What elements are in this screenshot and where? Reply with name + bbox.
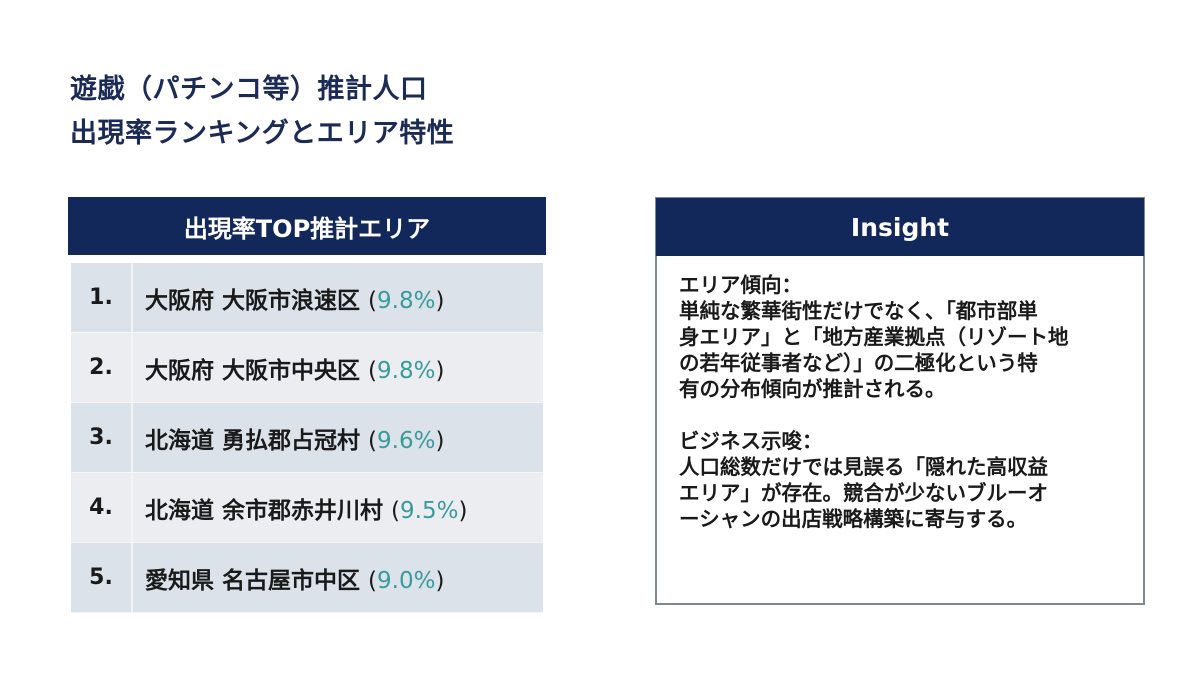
section-line: の若年従事者など）」の二極化という特 [679, 351, 1038, 375]
section-line: 単純な繁華街性だけでなく、「都市部単 [679, 299, 1038, 323]
area-name: 北海道 勇払郡占冠村 [145, 427, 361, 454]
rate-value: 9.8% [377, 287, 436, 314]
rank-entry: 愛知県 名古屋市中区 (9.0%) [145, 567, 445, 594]
insight-section-business: ビジネス示唆： 人口総数だけでは見誤る「隠れた高収益 エリア」が存在。競合が少な… [679, 428, 1129, 532]
section-line: エリア」が存在。競合が少ないブルーオ [679, 481, 1048, 505]
rank-number: 1. [71, 263, 133, 332]
insight-section-area-trend: エリア傾向： 単純な繁華街性だけでなく、「都市部単 身エリア」と「地方産業拠点（… [679, 272, 1129, 402]
rate-value: 9.5% [400, 497, 459, 524]
rank-number: 5. [71, 543, 133, 612]
ranking-row: 4. 北海道 余市郡赤井川村 (9.5%) [71, 473, 543, 543]
rank-entry: 大阪府 大阪市浪速区 (9.8%) [145, 287, 445, 314]
area-name: 愛知県 名古屋市中区 [145, 567, 361, 594]
ranking-row: 3. 北海道 勇払郡占冠村 (9.6%) [71, 403, 543, 473]
insight-panel: Insight エリア傾向： 単純な繁華街性だけでなく、「都市部単 身エリア」と… [655, 197, 1145, 605]
ranking-list: 1. 大阪府 大阪市浪速区 (9.8%) 2. 大阪府 大阪市中央区 (9.8%… [71, 263, 543, 613]
section-heading: ビジネス示唆： [679, 429, 823, 453]
area-name: 大阪府 大阪市浪速区 [145, 287, 361, 314]
section-line: 人口総数だけでは見誤る「隠れた高収益 [679, 455, 1048, 479]
rank-entry: 北海道 勇払郡占冠村 (9.6%) [145, 427, 445, 454]
insight-body: エリア傾向： 単純な繁華街性だけでなく、「都市部単 身エリア」と「地方産業拠点（… [655, 256, 1145, 605]
area-name: 北海道 余市郡赤井川村 [145, 497, 384, 524]
page-title: 遊戯（パチンコ等）推計人口 出現率ランキングとエリア特性 [70, 68, 454, 156]
ranking-row: 1. 大阪府 大阪市浪速区 (9.8%) [71, 263, 543, 333]
area-name: 大阪府 大阪市中央区 [145, 357, 361, 384]
rank-entry: 北海道 余市郡赤井川村 (9.5%) [145, 497, 468, 524]
rank-number: 4. [71, 473, 133, 542]
page-title-line-1: 遊戯（パチンコ等）推計人口 [70, 74, 428, 105]
rank-number: 2. [71, 333, 133, 402]
page-title-line-2: 出現率ランキングとエリア特性 [70, 118, 455, 149]
section-line: 有の分布傾向が推計される。 [679, 377, 946, 401]
section-line: 身エリア」と「地方産業拠点（リゾート地 [679, 325, 1069, 349]
insight-header: Insight [655, 197, 1145, 256]
section-heading: エリア傾向： [679, 273, 802, 297]
ranking-row: 5. 愛知県 名古屋市中区 (9.0%) [71, 543, 543, 613]
ranking-row: 2. 大阪府 大阪市中央区 (9.8%) [71, 333, 543, 403]
ranking-header: 出現率TOP推計エリア [68, 197, 546, 255]
rate-value: 9.0% [377, 567, 436, 594]
rate-value: 9.8% [377, 357, 436, 384]
ranking-panel: 出現率TOP推計エリア 1. 大阪府 大阪市浪速区 (9.8%) 2. 大阪府 … [68, 197, 546, 613]
rank-number: 3. [71, 403, 133, 472]
rate-value: 9.6% [377, 427, 436, 454]
section-line: ーシャンの出店戦略構築に寄与する。 [679, 507, 1028, 531]
rank-entry: 大阪府 大阪市中央区 (9.8%) [145, 357, 445, 384]
